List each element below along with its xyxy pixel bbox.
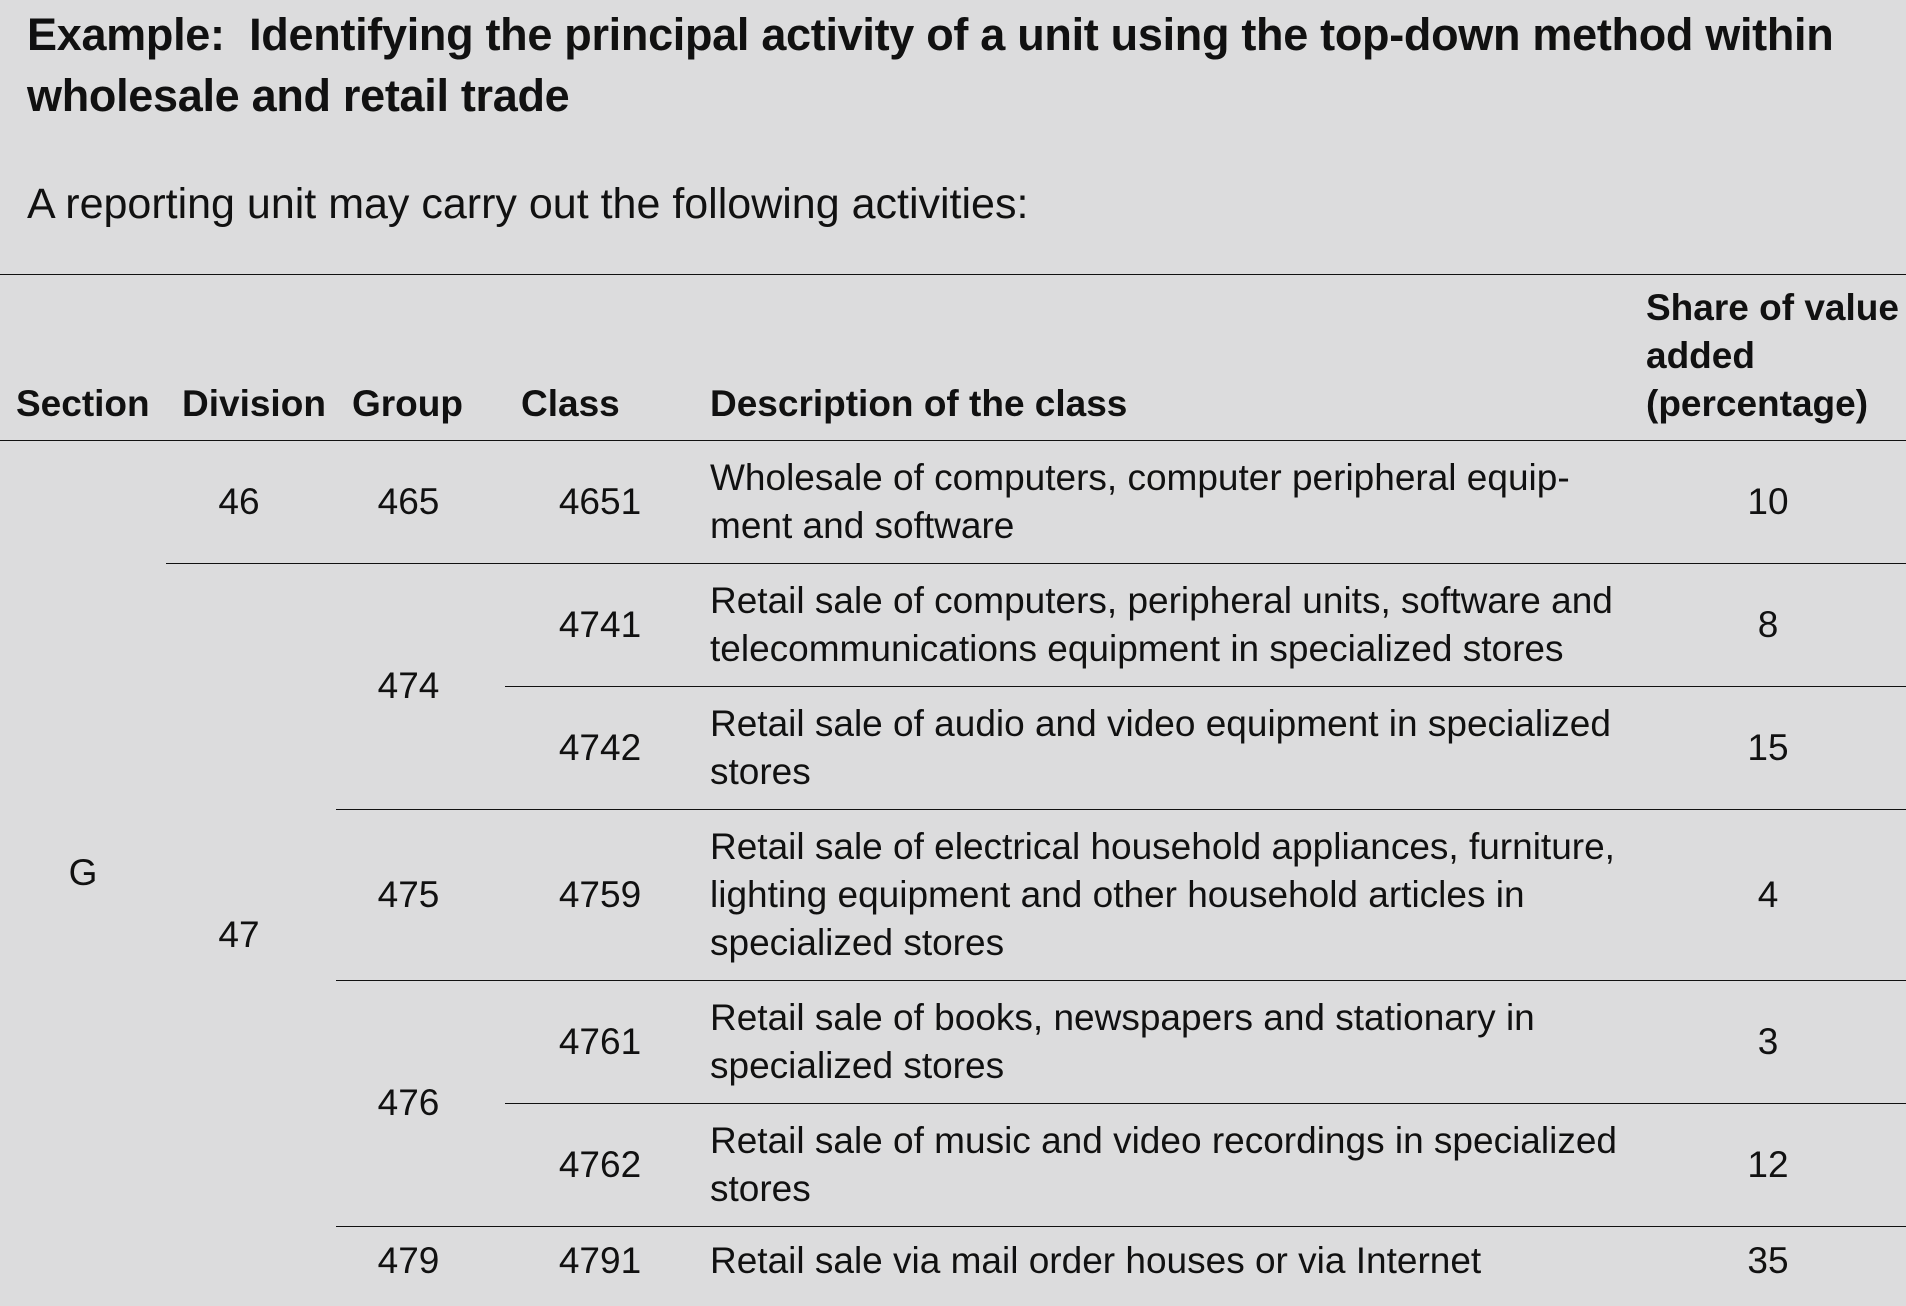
group-cell: 475 [336,809,505,981]
class-cell: 4761 [505,980,675,1104]
share-cell: 12 [1630,1103,1906,1227]
header-section: Section [0,276,166,441]
table-row: 476 4761 Retail sale of books, newspaper… [0,980,1906,1227]
header-group: Group [336,276,505,441]
group-cell: 476 [336,980,505,1227]
activities-table: Section Division Group Class Description… [0,276,1906,1306]
header-division: Division [166,276,336,441]
description-cell: Retail sale of music and video recording… [675,1103,1630,1227]
share-cell: 4 [1630,809,1906,981]
share-cell: 15 [1630,686,1906,810]
class-cell: 4762 [505,1103,675,1227]
division-cell: 46 [166,440,336,564]
group-cell: 474 [336,563,505,810]
share-cell: 35 [1747,1239,1789,1281]
class-cell: 4651 [505,440,675,564]
header-class: Class [505,276,675,441]
group-cell: 479 [377,1239,440,1281]
share-cell: 8 [1630,563,1906,687]
description-cell: Retail sale via mail order houses or via… [710,1239,1482,1281]
description-cell: Retail sale of books, newspapers and sta… [675,980,1630,1104]
description-cell: Retail sale of audio and video equipment… [675,686,1630,810]
table-body: G 46 465 4651 Wholesale of computers, co… [0,440,1906,1306]
class-cell: 4742 [505,686,675,810]
share-cell: 10 [1630,440,1906,564]
table-header: Section Division Group Class Description… [0,276,1906,441]
description-cell: Wholesale of computers, computer periphe… [675,440,1630,564]
class-cell: 4759 [505,809,675,981]
division-cell: 47 [218,913,260,955]
table-row: 4742 Retail sale of audio and video equi… [0,686,1906,810]
table-row: G 46 465 4651 Wholesale of computers, co… [0,440,1906,893]
table-row: 479 4791 Retail sale via mail order hous… [0,1226,1906,1306]
description-cell: Retail sale of computers, peripheral uni… [675,563,1630,687]
header-row: Section Division Group Class Description… [0,276,1906,441]
header-description: Description of the class [675,276,1630,441]
group-cell: 465 [336,440,505,564]
description-cell: Retail sale of electrical household appl… [675,809,1630,981]
table-row: 475 4759 Retail sale of electrical house… [0,809,1906,981]
table-top-rule [0,274,1906,275]
section-cell: G [68,852,98,894]
class-cell: 4791 [558,1239,642,1281]
share-cell: 3 [1630,980,1906,1104]
class-cell: 4741 [505,563,675,687]
table-row: 4762 Retail sale of music and video reco… [0,1103,1906,1227]
intro-text: A reporting unit may carry out the follo… [27,180,1029,228]
header-share: Share of value added (percentage) [1630,276,1906,441]
example-title: Example: Identifying the principal activ… [27,9,1834,121]
table-row: 47 474 4741 Retail sale of computers, pe… [0,563,1906,955]
